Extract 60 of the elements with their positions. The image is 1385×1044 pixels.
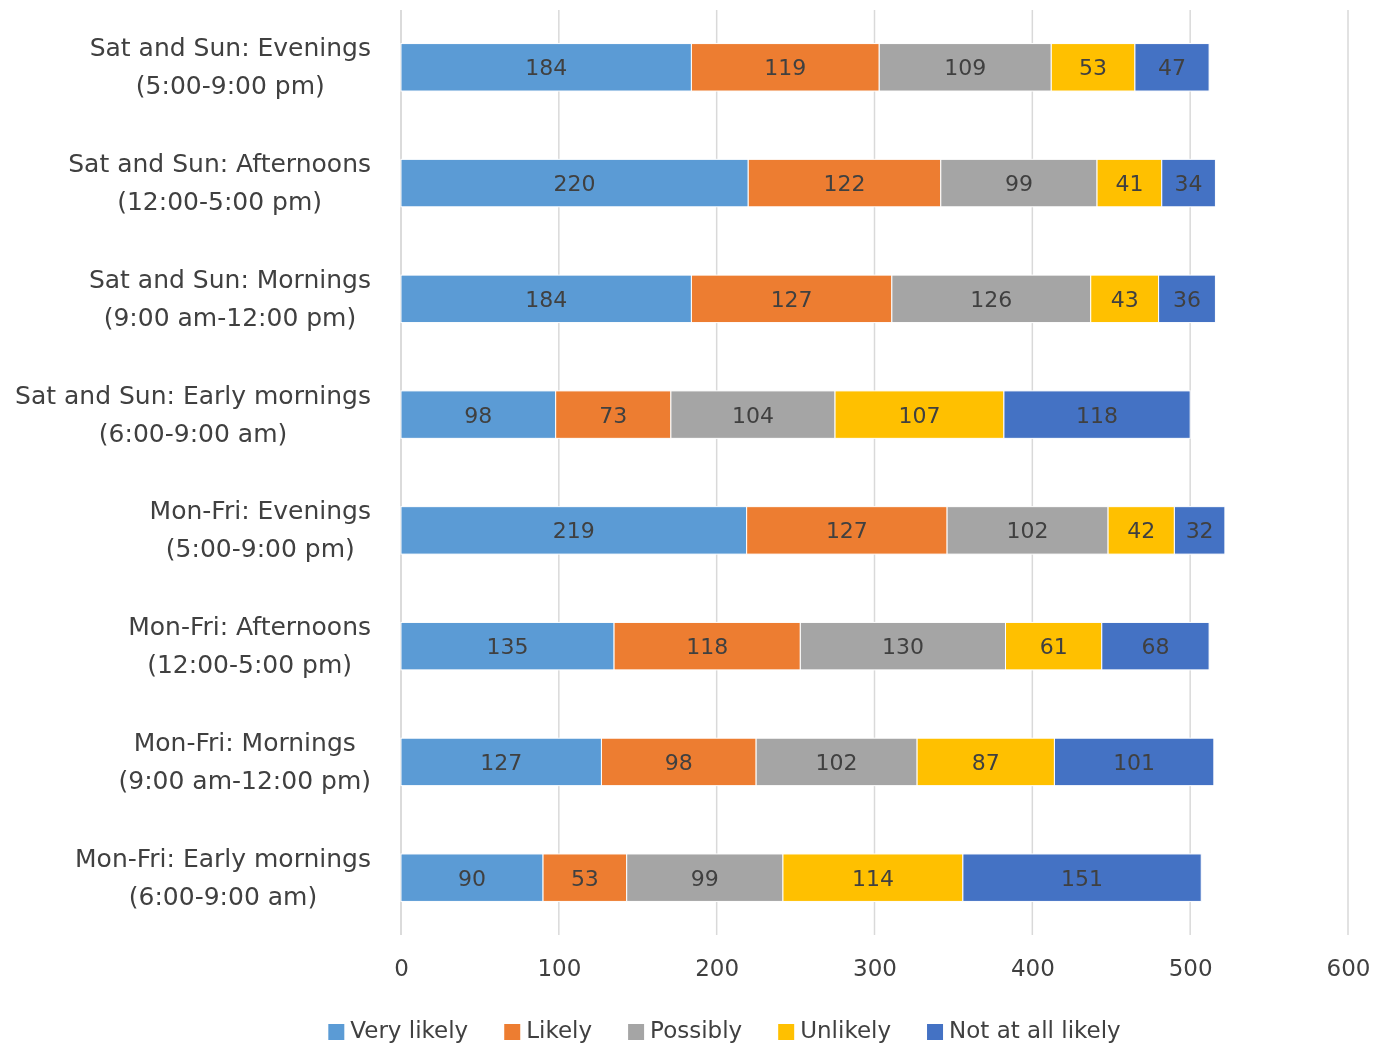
- data-label: 101: [1113, 749, 1156, 775]
- y-tick-label: Mon-Fri: Mornings (9:00 am-12:00 pm): [118, 727, 371, 795]
- y-tick-label: Sat and Sun: Evenings (5:00-9:00 pm): [89, 33, 371, 101]
- data-label: 53: [1079, 55, 1108, 81]
- y-tick-label: Mon-Fri: Afternoons (12:00-5:00 pm): [128, 612, 371, 680]
- x-tick-label: 0: [394, 955, 409, 982]
- x-tick-label: 100: [537, 955, 582, 982]
- data-label: 99: [690, 865, 719, 891]
- y-tick-label: Mon-Fri: Evenings (5:00-9:00 pm): [149, 496, 371, 564]
- data-label: 90: [458, 865, 487, 891]
- data-label: 130: [881, 634, 924, 660]
- data-label: 102: [1006, 518, 1049, 544]
- data-label: 127: [770, 286, 813, 312]
- data-label: 122: [823, 171, 866, 197]
- y-tick-label: Sat and Sun: Afternoons (12:00-5:00 pm): [68, 149, 371, 217]
- data-label: 99: [1004, 171, 1033, 197]
- legend-label: Very likely: [350, 1017, 469, 1043]
- data-label: 104: [731, 402, 774, 428]
- data-label: 42: [1127, 518, 1156, 544]
- data-label: 151: [1061, 865, 1104, 891]
- data-label: 73: [599, 402, 628, 428]
- data-label: 43: [1110, 286, 1139, 312]
- data-label: 53: [570, 865, 599, 891]
- data-label: 47: [1158, 55, 1187, 81]
- y-tick-label: Mon-Fri: Early mornings (6:00-9:00 am): [75, 843, 371, 911]
- data-label: 32: [1185, 518, 1214, 544]
- data-label: 118: [1076, 402, 1119, 428]
- data-label: 98: [664, 749, 693, 775]
- data-label: 119: [764, 55, 807, 81]
- legend-label: Likely: [526, 1017, 593, 1043]
- data-label: 34: [1174, 171, 1203, 197]
- data-label: 98: [464, 402, 493, 428]
- x-tick-label: 400: [1010, 955, 1055, 982]
- data-label: 102: [815, 749, 858, 775]
- y-tick-label: Sat and Sun: Early mornings (6:00-9:00 am): [15, 380, 371, 448]
- data-label: 41: [1115, 171, 1144, 197]
- data-label: 109: [944, 55, 987, 81]
- data-label: 68: [1141, 634, 1170, 660]
- data-label: 135: [486, 634, 529, 660]
- x-tick-label: 200: [695, 955, 740, 982]
- x-tick-label: 500: [1168, 955, 1213, 982]
- x-tick-label: 600: [1326, 955, 1371, 982]
- data-label: 184: [525, 55, 568, 81]
- y-tick-label: Sat and Sun: Mornings (9:00 am-12:00 pm): [88, 264, 371, 332]
- data-label: 220: [553, 171, 596, 197]
- data-label: 118: [686, 634, 729, 660]
- data-label: 87: [971, 749, 1000, 775]
- legend-label: Unlikely: [800, 1017, 892, 1043]
- data-label: 126: [970, 286, 1013, 312]
- data-label: 114: [851, 865, 894, 891]
- data-label: 127: [480, 749, 523, 775]
- data-label: 36: [1173, 286, 1202, 312]
- data-label: 184: [525, 286, 568, 312]
- data-label: 61: [1039, 634, 1068, 660]
- legend-label: Possibly: [650, 1017, 743, 1043]
- data-label: 219: [552, 518, 595, 544]
- legend-label: Not at all likely: [949, 1017, 1121, 1043]
- data-label: 127: [825, 518, 868, 544]
- data-label: 107: [898, 402, 941, 428]
- x-tick-label: 300: [853, 955, 897, 982]
